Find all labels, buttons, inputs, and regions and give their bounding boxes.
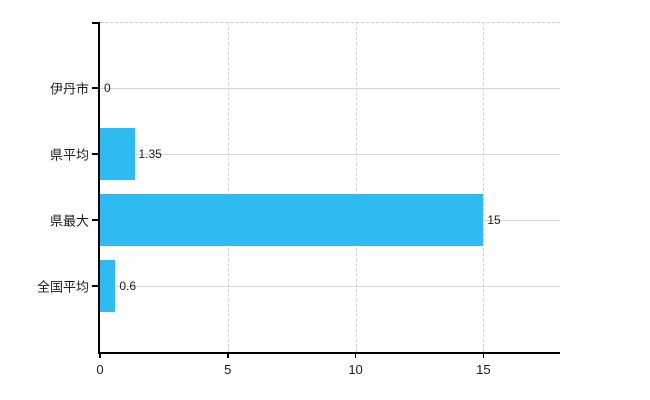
- v-gridline: [355, 22, 357, 352]
- value-label: 0: [104, 81, 111, 95]
- x-tick-label: 5: [224, 362, 232, 377]
- category-label: 県平均: [49, 147, 89, 163]
- value-label: 15: [487, 213, 501, 227]
- y-axis-tick: [92, 219, 98, 221]
- bar: [100, 128, 135, 180]
- bar: [100, 260, 116, 312]
- h-gridline: [100, 154, 560, 155]
- x-tick-label: 10: [348, 362, 363, 377]
- v-gridline: [483, 22, 485, 352]
- x-tick-label: 15: [476, 362, 491, 377]
- x-axis-tick: [482, 352, 485, 358]
- v-gridline: [227, 22, 229, 352]
- y-axis-top-tick: [92, 22, 98, 24]
- category-label: 伊丹市: [49, 81, 89, 97]
- y-axis-tick: [92, 153, 98, 155]
- x-axis-tick: [99, 352, 101, 358]
- category-label: 全国平均: [36, 279, 89, 295]
- x-axis-tick: [227, 352, 229, 358]
- category-label: 県最大: [49, 213, 89, 229]
- value-label: 1.35: [138, 147, 162, 161]
- y-axis-line: [98, 22, 100, 352]
- x-tick-label: 0: [96, 362, 104, 377]
- y-axis-tick: [92, 285, 98, 287]
- bar: [100, 194, 484, 246]
- x-axis-tick: [354, 352, 357, 358]
- plot-area: 0 1.35 15 0.6: [100, 22, 560, 352]
- value-label: 0.6: [119, 279, 137, 293]
- y-axis-tick: [92, 87, 98, 89]
- h-gridline: [100, 286, 560, 287]
- x-axis-line: [98, 352, 560, 354]
- h-gridline: [100, 88, 560, 89]
- plot-top-border: [100, 22, 560, 23]
